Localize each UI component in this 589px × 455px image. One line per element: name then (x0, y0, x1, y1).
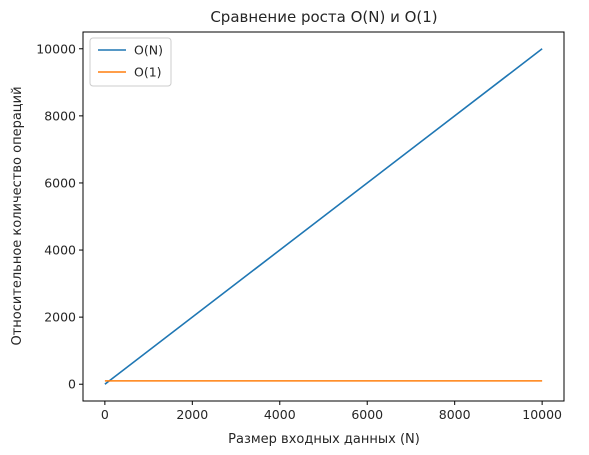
y-tick-label: 4000 (44, 243, 76, 258)
legend-entry-2: O(1) (134, 65, 162, 80)
y-tick-label: 8000 (44, 108, 76, 123)
plot-area: 0 2000 4000 6000 8000 10000 0 2000 4000 6000 8000… (36, 31, 565, 422)
y-tick-label: 10000 (36, 41, 76, 56)
x-tick-label: 10000 (522, 407, 562, 422)
x-tick-label: 2000 (176, 407, 208, 422)
legend-entry-1: O(N) (134, 43, 163, 58)
y-tick-label: 6000 (44, 175, 76, 190)
series-layer (104, 48, 543, 385)
series-line-1 (104, 48, 543, 385)
x-tick-label: 0 (101, 407, 109, 422)
y-axis-label: Относительное количество операций (10, 86, 25, 345)
plot-frame (82, 31, 565, 402)
y-tick-label: 2000 (44, 310, 76, 325)
x-tick-label: 8000 (439, 407, 471, 422)
x-axis-label: Размер входных данных (N) (228, 432, 420, 447)
legend: O(N) O(1) (89, 37, 172, 87)
chart-title: Сравнение роста O(N) и O(1) (210, 8, 437, 26)
x-axis-ticks: 0 2000 4000 6000 8000 10000 (101, 401, 562, 422)
y-axis-ticks: 0 2000 4000 6000 8000 10000 (36, 41, 83, 392)
x-tick-label: 6000 (351, 407, 383, 422)
y-tick-label: 0 (68, 377, 76, 392)
x-tick-label: 4000 (264, 407, 296, 422)
